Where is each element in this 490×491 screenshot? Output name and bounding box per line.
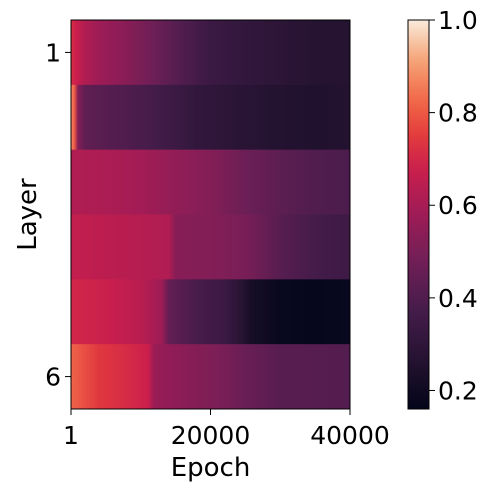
x-tick-label: 20000	[171, 421, 251, 450]
x-axis: 1 20000 40000	[63, 409, 390, 450]
heatmap-row-layer-2	[71, 84, 350, 151]
heatmap-row-layer-1	[71, 20, 350, 86]
colorbar-tick-label: 1.0	[438, 6, 478, 35]
colorbar-tick-label: 0.4	[438, 284, 478, 313]
heatmap-row-layer-3	[71, 149, 350, 215]
heatmap-row-layer-5	[71, 279, 350, 345]
heatmap-row-layer-4	[71, 214, 350, 280]
x-axis-title: Epoch	[171, 453, 251, 483]
y-tick-label: 1	[45, 38, 61, 67]
colorbar-scale	[407, 19, 430, 410]
colorbar-tick-label: 0.8	[438, 99, 478, 128]
y-tick-label: 6	[45, 363, 61, 392]
y-axis: 16	[45, 38, 71, 392]
colorbar-tick-label: 0.2	[438, 376, 478, 405]
y-axis-title: Layer	[13, 178, 43, 251]
colorbar: 0.2 0.4 0.6 0.8 1.0	[407, 6, 478, 410]
colorbar-tick-label: 0.6	[438, 191, 478, 220]
x-tick-label: 40000	[310, 421, 390, 450]
x-tick-label: 1	[63, 421, 79, 450]
heatmap-rows	[71, 20, 350, 410]
heatmap-row-layer-6	[71, 344, 350, 410]
